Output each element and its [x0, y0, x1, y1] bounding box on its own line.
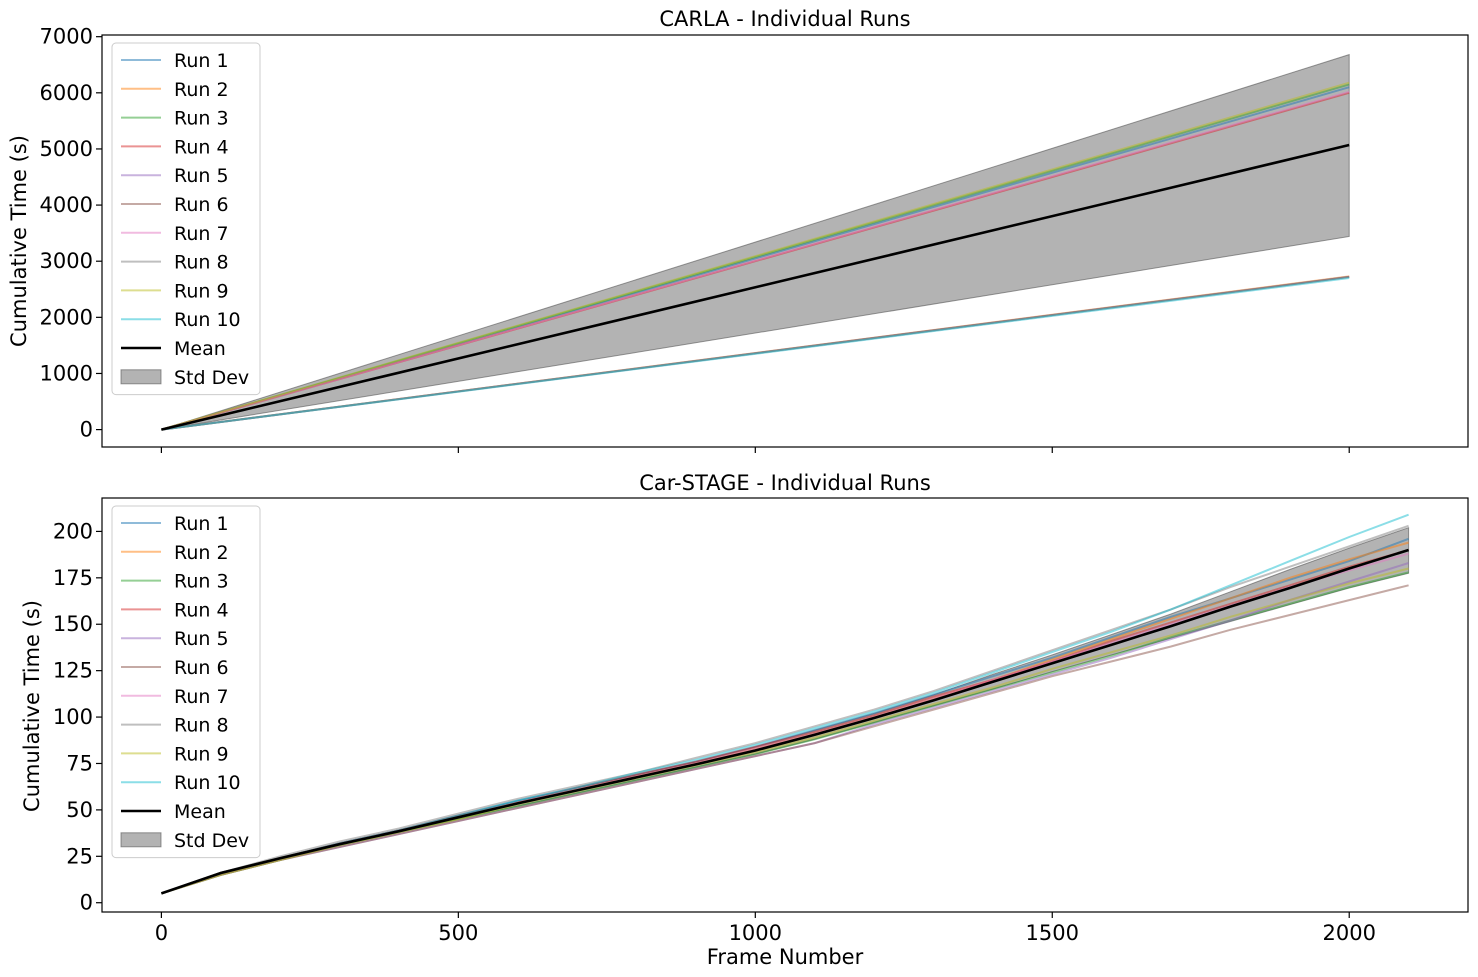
- carstage-y-tick-label: 25: [66, 844, 93, 868]
- carla-legend-label: Run 6: [174, 194, 229, 216]
- carla-plot-area: [161, 53, 1350, 431]
- carstage-legend-label: Run 8: [174, 715, 229, 737]
- carla-series-mean: [161, 143, 1350, 431]
- carla-legend-label: Mean: [174, 338, 226, 360]
- carla-y-tick-label: 6000: [40, 81, 93, 105]
- carstage-x-tick-label: 1000: [729, 921, 782, 945]
- carstage-legend-label: Run 1: [174, 513, 229, 535]
- carla-y-axis-label: Cumulative Time (s): [7, 135, 31, 347]
- carstage-y-tick-label: 50: [66, 798, 93, 822]
- carla-legend-label: Run 4: [174, 136, 229, 158]
- carstage-y-axis-label: Cumulative Time (s): [20, 600, 44, 812]
- carla-axes-frame: [101, 34, 1469, 448]
- carstage-legend-label: Run 9: [174, 743, 229, 765]
- carla-y-tick-label: 0: [80, 418, 93, 442]
- carstage-legend-label: Run 7: [174, 686, 229, 708]
- carstage-x-tick-label: 1500: [1026, 921, 1079, 945]
- carla-series-run-7: [161, 90, 1350, 431]
- carstage-legend-label: Run 2: [174, 542, 229, 564]
- carstage-x-tick-label: 500: [438, 921, 478, 945]
- carla-legend-label: Run 1: [174, 50, 229, 72]
- carla-legend-swatch: [120, 369, 162, 385]
- carstage-series-run-6: [161, 584, 1409, 895]
- carla-series-run-10: [161, 277, 1350, 431]
- carla-y-tick-label: 2000: [40, 305, 93, 329]
- carstage-y-tick-label: 175: [53, 566, 93, 590]
- carla-legend-label: Run 10: [174, 309, 241, 331]
- carla-std-band: [161, 53, 1350, 431]
- carla-legend-label: Run 3: [174, 108, 229, 130]
- carla-legend-box: [111, 42, 261, 396]
- carla-legend: Run 1 Run 2 Run 3 Run 4 Run 5 Run 6 Run 7 Run 8…: [111, 42, 261, 396]
- carstage-y-tick-label: 75: [66, 751, 93, 775]
- carstage-legend-label: Run 6: [174, 657, 229, 679]
- carla-legend-label: Run 2: [174, 79, 229, 101]
- carstage-y-tick-label: 200: [53, 519, 93, 543]
- carstage-x-axis-label: Frame Number: [707, 945, 864, 969]
- carstage-legend-label: Std Dev: [174, 830, 249, 852]
- carstage-legend-label: Run 10: [174, 772, 241, 794]
- carla-y-tick-label: 5000: [40, 137, 93, 161]
- carstage-x-tick-label: 2000: [1322, 921, 1375, 945]
- carstage-series-run-8: [161, 524, 1409, 895]
- carstage-subplot: Car-STAGE - Individual Runs Cumulative T…: [20, 471, 1469, 969]
- carstage-title: Car-STAGE - Individual Runs: [639, 471, 931, 495]
- carla-title: CARLA - Individual Runs: [659, 7, 910, 31]
- carla-subplot: CARLA - Individual Runs Cumulative Time …: [7, 7, 1469, 453]
- carstage-legend-label: Mean: [174, 801, 226, 823]
- carstage-plot-area: [160, 513, 1410, 895]
- carstage-y-tick-label: 100: [53, 705, 93, 729]
- carstage-legend-swatch: [120, 832, 162, 848]
- carstage-legend-box: [111, 505, 261, 859]
- carla-legend-label: Run 8: [174, 252, 229, 274]
- carstage-legend-label: Run 3: [174, 571, 229, 593]
- carla-ticks: 0 1000 2000 3000 4000 5000 6000 7000: [40, 25, 1350, 453]
- carla-series-run-9: [161, 81, 1350, 431]
- carstage-y-tick-label: 0: [80, 891, 93, 915]
- carstage-y-tick-label: 150: [53, 612, 93, 636]
- carla-legend-label: Run 9: [174, 280, 229, 302]
- carla-y-tick-label: 3000: [40, 249, 93, 273]
- carstage-legend-label: Run 5: [174, 628, 229, 650]
- carstage-legend-label: Run 4: [174, 599, 229, 621]
- carla-legend-label: Run 7: [174, 223, 229, 245]
- carstage-x-tick-label: 0: [155, 921, 168, 945]
- carla-y-tick-label: 7000: [40, 25, 93, 49]
- carla-y-tick-label: 1000: [40, 361, 93, 385]
- carstage-y-tick-label: 125: [53, 659, 93, 683]
- carstage-ticks: 0 500 1000 1500 2000 0 25 50 75 100 125 150 175 200: [53, 519, 1376, 945]
- carstage-series-mean: [160, 548, 1409, 895]
- carstage-axes-frame: [101, 497, 1469, 913]
- carla-y-tick-label: 4000: [40, 193, 93, 217]
- carla-legend-label: Run 5: [174, 165, 229, 187]
- carstage-legend: Run 1 Run 2 Run 3 Run 4 Run 5 Run 6 Run 7 Run 8…: [111, 505, 261, 859]
- carstage-series-run-10: [161, 513, 1409, 895]
- carla-legend-label: Std Dev: [174, 367, 249, 389]
